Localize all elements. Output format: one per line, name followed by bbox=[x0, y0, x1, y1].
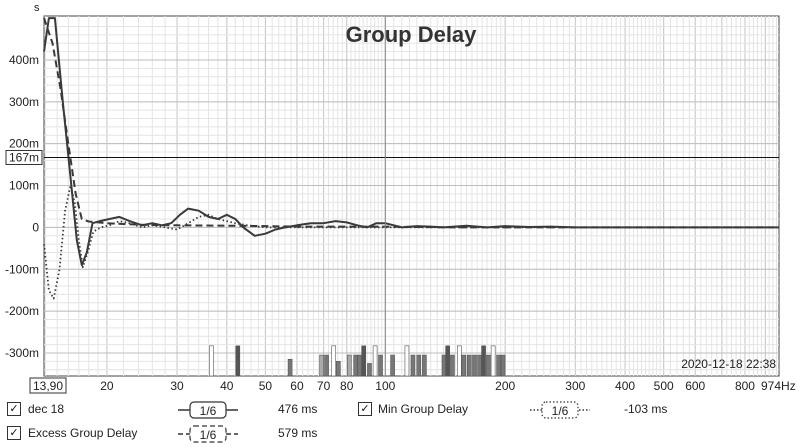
legend-value-excess-group-delay: 579 ms bbox=[278, 426, 318, 440]
histogram-bar bbox=[457, 345, 462, 377]
histogram-bar bbox=[461, 354, 467, 377]
x-tick-label: 20 bbox=[100, 379, 114, 393]
histogram-bar bbox=[404, 345, 410, 377]
x-tick-label: 300 bbox=[565, 379, 585, 393]
legend-value-dec-18: 476 ms bbox=[278, 402, 318, 416]
x-tick-label: 400 bbox=[615, 379, 635, 393]
legend-value-min-group-delay: -103 ms bbox=[624, 402, 668, 416]
histogram-bar bbox=[466, 354, 472, 377]
x-tick-label: 500 bbox=[654, 379, 674, 393]
histogram-bar bbox=[367, 363, 372, 377]
x-tick-label: 974Hz bbox=[761, 379, 796, 393]
histogram-bar bbox=[324, 354, 329, 377]
y-tick-label: -300m bbox=[5, 346, 39, 360]
x-tick-label: 60 bbox=[290, 379, 304, 393]
smoothing-box bbox=[189, 425, 227, 443]
y-tick-label: -100m bbox=[5, 262, 39, 276]
smoothing-label-excess-group-delay: 1/6 bbox=[200, 428, 217, 442]
legend: ✓ dec 18 1/6 476 ms ✓ Min Group Delay 1/… bbox=[0, 396, 800, 448]
histogram-bar bbox=[500, 354, 506, 377]
smoothing-label-min-group-delay: 1/6 bbox=[552, 404, 569, 418]
x-tick-label: 30 bbox=[170, 379, 184, 393]
smoothing-label-dec-18: 1/6 bbox=[200, 404, 217, 418]
x-tick-label: 40 bbox=[220, 379, 234, 393]
histogram-bar bbox=[357, 354, 363, 377]
histogram-bar bbox=[287, 358, 293, 377]
x-cursor-box bbox=[29, 377, 67, 394]
legend-row-2: ✓ Excess Group Delay 1/6 579 ms bbox=[0, 424, 800, 446]
histogram-bar bbox=[319, 354, 324, 377]
legend-label-excess-group-delay: Excess Group Delay bbox=[28, 426, 138, 440]
y-tick-label: 200m bbox=[9, 137, 39, 151]
histogram-bar bbox=[372, 345, 378, 377]
timestamp: 2020-12-18 22:38 bbox=[681, 357, 776, 371]
series-line-min-group-delay bbox=[43, 184, 779, 300]
y-unit-label: s bbox=[34, 2, 40, 14]
cursor-lines: 167m bbox=[5, 16, 779, 376]
smoothing-selector-dec-18[interactable]: 1/6 bbox=[178, 400, 238, 420]
y-cursor-box bbox=[5, 149, 43, 165]
histogram-bar bbox=[445, 345, 450, 377]
checkbox-min-group-delay[interactable]: ✓ bbox=[358, 402, 372, 416]
x-tick-label: 70 bbox=[317, 379, 331, 393]
checkbox-dec-18[interactable]: ✓ bbox=[7, 402, 21, 416]
plot-area-background bbox=[43, 15, 780, 377]
histogram-bar bbox=[331, 345, 337, 377]
histogram-bar bbox=[496, 354, 501, 377]
histogram-bar bbox=[481, 345, 486, 377]
group-delay-chart[interactable]: 400m 300m 200m 100m 0 -100m -200m -300m 13,90 20… bbox=[0, 0, 800, 396]
x-tick-label: 80 bbox=[340, 379, 354, 393]
histogram-bar bbox=[378, 354, 383, 377]
histogram-bar bbox=[209, 345, 214, 377]
grid bbox=[44, 16, 779, 376]
histogram-bar bbox=[450, 354, 455, 377]
y-tick-label: 300m bbox=[9, 95, 39, 109]
x-tick-label: 200 bbox=[495, 379, 515, 393]
checkbox-excess-group-delay[interactable]: ✓ bbox=[7, 426, 21, 440]
legend-label-min-group-delay: Min Group Delay bbox=[378, 402, 469, 416]
legend-label-dec-18: dec 18 bbox=[28, 402, 65, 416]
chart-title: Group Delay bbox=[346, 22, 478, 47]
x-tick-label: 100 bbox=[375, 379, 395, 393]
smoothing-selector-min-group-delay[interactable]: 1/6 bbox=[530, 400, 590, 420]
y-tick-label: 100m bbox=[9, 179, 39, 193]
y-tick-label: 400m bbox=[9, 53, 39, 67]
smoothing-box bbox=[189, 401, 227, 419]
y-cursor-label: 167m bbox=[9, 150, 39, 164]
series-lines bbox=[43, 17, 779, 300]
y-tick-label: -200m bbox=[5, 304, 39, 318]
histogram-bar bbox=[361, 345, 366, 377]
histogram-bar bbox=[347, 354, 352, 377]
histogram-bar bbox=[410, 354, 416, 377]
histogram-bar bbox=[353, 354, 358, 377]
histogram-bar bbox=[490, 345, 496, 377]
legend-row-1: ✓ dec 18 1/6 476 ms ✓ Min Group Delay 1/… bbox=[0, 400, 800, 422]
x-tick-label: 50 bbox=[259, 379, 273, 393]
histogram-bar bbox=[390, 354, 395, 377]
histogram-bar bbox=[336, 361, 341, 377]
x-tick-label: 800 bbox=[735, 379, 755, 393]
histogram-bar bbox=[486, 354, 491, 377]
x-tick-label: 600 bbox=[685, 379, 705, 393]
histogram-bar bbox=[422, 354, 427, 377]
histogram-bars bbox=[209, 345, 506, 377]
histogram-bar bbox=[472, 354, 477, 377]
smoothing-box bbox=[541, 401, 579, 419]
smoothing-selector-excess-group-delay[interactable]: 1/6 bbox=[178, 424, 238, 444]
histogram-bar bbox=[235, 345, 241, 377]
y-axis-labels: 400m 300m 200m 100m 0 -100m -200m -300m bbox=[5, 53, 39, 360]
x-axis-labels: 13,90 20 30 40 50 60 70 80 100 200 300 400 500 600 800… bbox=[29, 377, 796, 394]
histogram-bar bbox=[416, 354, 422, 377]
histogram-bar bbox=[477, 354, 482, 377]
y-tick-label: 0 bbox=[32, 220, 39, 234]
x-cursor-label: 13,90 bbox=[33, 379, 63, 393]
